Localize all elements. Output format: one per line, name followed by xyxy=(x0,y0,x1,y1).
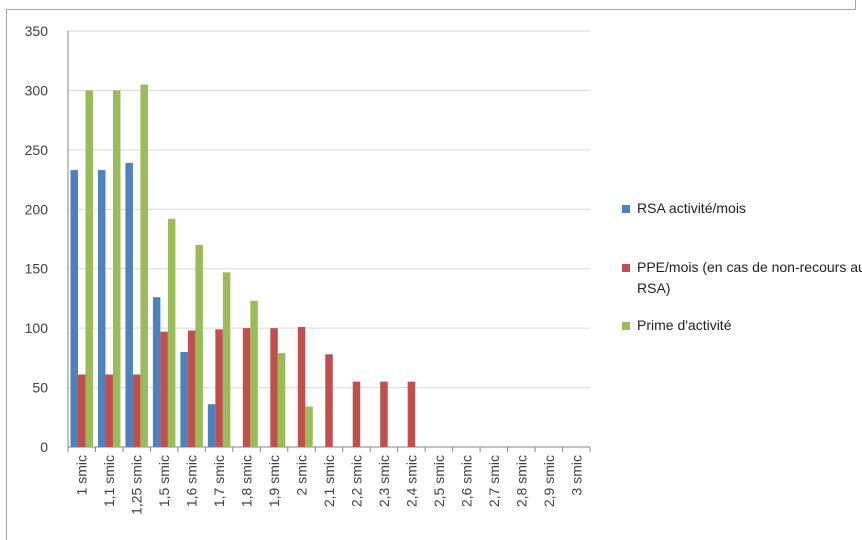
y-axis-ticks: 0 50 100 150 200 250 300 350 xyxy=(25,23,49,455)
bar-ppe-5 xyxy=(215,329,223,447)
y-tick-label: 250 xyxy=(25,142,49,158)
bar-rsa-2 xyxy=(125,162,133,447)
frame-right-border xyxy=(855,0,856,10)
x-tick-label: 2,5 smic xyxy=(431,455,447,507)
bar-ppe-3 xyxy=(160,331,168,447)
bar-rsa-3 xyxy=(152,297,161,447)
y-tick-label: 150 xyxy=(25,261,49,277)
bar-rsa-0 xyxy=(70,170,78,447)
bar-ppe-4 xyxy=(187,330,196,447)
bar-ppe-9 xyxy=(325,354,333,447)
x-tick-label: 1,1 smic xyxy=(101,455,117,507)
x-tick-label: 2,1 smic xyxy=(321,455,337,507)
bar-rsa-1 xyxy=(97,170,106,447)
bar-prime-0 xyxy=(85,90,93,447)
bar-ppe-11 xyxy=(380,381,388,447)
bar-prime-4 xyxy=(195,244,203,447)
y-tick-label: 300 xyxy=(25,82,49,98)
x-tick-label: 1,8 smic xyxy=(239,455,255,507)
bar-prime-3 xyxy=(167,218,176,447)
bar-ppe-6 xyxy=(242,328,251,447)
bar-ppe-8 xyxy=(297,326,306,447)
frame-left-border xyxy=(6,9,7,540)
y-tick-label: 0 xyxy=(40,439,48,455)
legend-swatch-rsa xyxy=(622,205,630,213)
legend-label-ppe: PPE/mois (en cas de non-recours au RSA) xyxy=(637,259,862,296)
x-tick-label: 2,2 smic xyxy=(348,455,364,507)
x-tick-label: 1,5 smic xyxy=(156,455,172,507)
legend-swatch-prime xyxy=(622,322,630,330)
bar-prime-1 xyxy=(112,90,121,447)
x-tick-label: 2,6 smic xyxy=(458,455,474,507)
x-tick-label: 1,6 smic xyxy=(184,455,200,507)
x-tick-label: 2,7 smic xyxy=(486,455,502,507)
y-tick-label: 100 xyxy=(25,320,49,336)
x-tick-label: 2,4 smic xyxy=(403,455,419,507)
x-tick-label: 2,3 smic xyxy=(376,455,392,507)
legend-label-prime: Prime d'activité xyxy=(637,317,732,333)
bar-ppe-12 xyxy=(407,381,416,447)
bar-ppe-10 xyxy=(352,381,361,447)
x-tick-label: 2,9 smic xyxy=(541,455,557,507)
bar-prime-5 xyxy=(222,272,231,447)
x-tick-label: 1 smic xyxy=(74,455,90,495)
y-tick-label: 350 xyxy=(25,23,49,39)
x-tick-label: 1,9 smic xyxy=(266,455,282,507)
legend-swatch-ppe xyxy=(622,264,630,272)
bars xyxy=(70,84,416,447)
x-tick-label: 1,7 smic xyxy=(211,455,227,507)
y-tick-label: 50 xyxy=(32,380,48,396)
x-tick-label: 2,8 smic xyxy=(513,455,529,507)
x-tick-label: 2 smic xyxy=(294,455,310,495)
bar-prime-8 xyxy=(305,406,313,447)
bar-rsa-5 xyxy=(207,404,216,447)
bar-rsa-4 xyxy=(180,351,188,447)
frame-top-border xyxy=(6,9,856,10)
bar-ppe-0 xyxy=(77,374,86,447)
bar-prime-2 xyxy=(140,84,148,447)
bar-ppe-7 xyxy=(270,328,278,447)
bar-ppe-2 xyxy=(132,374,141,447)
y-tick-label: 200 xyxy=(25,201,49,217)
legend-label-rsa: RSA activité/mois xyxy=(637,200,746,216)
bar-prime-7 xyxy=(277,353,286,447)
bar-prime-6 xyxy=(250,300,258,447)
bar-ppe-1 xyxy=(105,374,113,447)
x-tick-label: 1,25 smic xyxy=(129,455,145,515)
x-tick-label: 3 smic xyxy=(568,455,584,495)
x-axis-ticks: 1 smic 1,1 smic 1,25 smic 1,5 smic 1,6 smic 1… xyxy=(67,447,591,515)
